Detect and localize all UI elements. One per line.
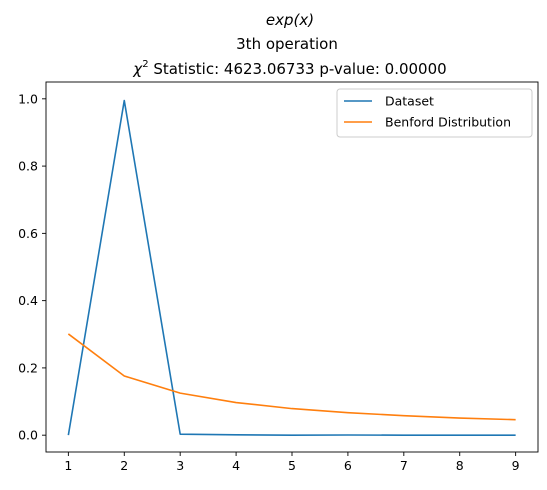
x-tick-label: 7 bbox=[400, 458, 408, 473]
x-axis: 1 2 3 4 5 6 7 8 9 bbox=[64, 452, 520, 473]
y-tick-label: 0.0 bbox=[18, 428, 38, 443]
chart-title-function: exp(x) bbox=[266, 11, 314, 29]
x-tick-label: 4 bbox=[232, 458, 240, 473]
chi-symbol: χ bbox=[132, 60, 143, 78]
legend-label: Benford Distribution bbox=[385, 115, 511, 130]
series-layer bbox=[67, 99, 516, 436]
y-tick-label: 0.4 bbox=[18, 293, 38, 308]
y-tick-label: 0.8 bbox=[18, 159, 38, 174]
x-tick-label: 6 bbox=[344, 458, 352, 473]
statistic-text: Statistic: 4623.06733 p-value: 0.00000 bbox=[149, 60, 447, 78]
x-tick-label: 8 bbox=[456, 458, 464, 473]
y-tick-label: 0.6 bbox=[18, 226, 38, 241]
x-tick-label: 2 bbox=[120, 458, 128, 473]
x-tick-label: 5 bbox=[288, 458, 296, 473]
chart-title-operation: 3th operation bbox=[236, 35, 338, 53]
legend-label: Dataset bbox=[385, 94, 434, 109]
series-line-1 bbox=[67, 99, 516, 436]
x-tick-label: 3 bbox=[176, 458, 184, 473]
legend: Dataset Benford Distribution bbox=[336, 88, 533, 138]
chi-superscript: 2 bbox=[142, 59, 148, 70]
legend-box bbox=[336, 88, 533, 138]
series-line-2 bbox=[67, 333, 516, 421]
x-tick-label: 9 bbox=[512, 458, 520, 473]
y-axis: 0.0 0.2 0.4 0.6 0.8 1.0 bbox=[18, 91, 46, 443]
x-tick-label: 1 bbox=[64, 458, 72, 473]
y-tick-label: 0.2 bbox=[18, 360, 38, 375]
chart-title-statistic: χ2 Statistic: 4623.06733 p-value: 0.0000… bbox=[132, 59, 446, 78]
y-tick-label: 1.0 bbox=[18, 91, 38, 106]
